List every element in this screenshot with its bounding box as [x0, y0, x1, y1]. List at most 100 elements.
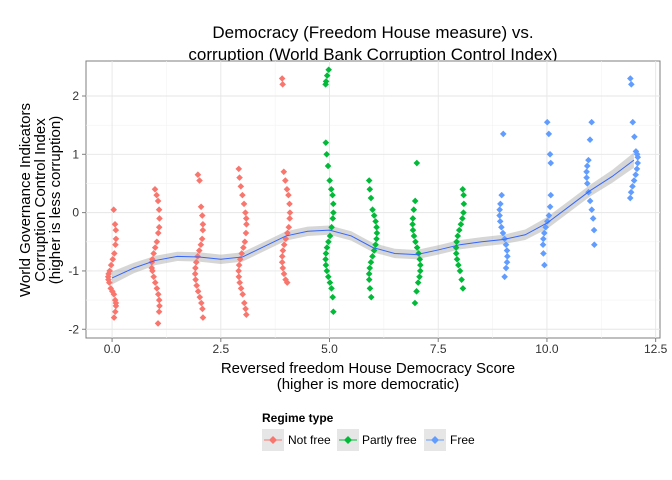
data-point	[285, 191, 292, 199]
data-point	[191, 270, 199, 278]
smooth-line	[111, 159, 635, 279]
legend-item-not-free[interactable]: Not free	[262, 429, 331, 451]
data-point	[235, 273, 243, 281]
data-point	[325, 238, 332, 246]
legend-item-partly-free[interactable]: Partly free	[337, 429, 417, 451]
data-point	[237, 285, 245, 292]
data-point	[455, 226, 463, 234]
data-point	[373, 229, 381, 237]
data-point	[496, 206, 503, 214]
data-point	[365, 276, 373, 283]
data-point	[239, 191, 246, 199]
data-point	[626, 194, 634, 202]
legend-item-free[interactable]: Free	[424, 429, 475, 451]
data-point	[192, 258, 200, 266]
data-point	[459, 185, 467, 193]
data-point	[460, 200, 468, 208]
data-point	[634, 159, 641, 167]
data-point	[542, 223, 550, 231]
data-point	[327, 185, 335, 193]
data-point	[112, 302, 120, 310]
data-point	[586, 197, 594, 205]
data-point	[588, 118, 595, 126]
data-point	[155, 308, 163, 316]
data-point	[322, 139, 330, 146]
data-point	[107, 261, 115, 269]
data-point	[414, 279, 422, 286]
data-point	[240, 299, 248, 307]
x-axis-label: Reversed freedom House Democracy Score (…	[221, 360, 515, 393]
data-point	[192, 264, 199, 272]
data-point	[365, 270, 373, 278]
data-point	[279, 247, 287, 254]
y-axis-label: World Governance Indicators Corruption C…	[17, 103, 64, 297]
data-point	[585, 156, 592, 164]
data-point	[106, 267, 113, 275]
y-axis-label-line-3: (higher is less corruption)	[47, 116, 64, 284]
legend: Regime type Not free Partly free Free	[262, 411, 475, 451]
data-point	[240, 244, 247, 251]
y-axis-ticks: -2 -1 0 1 2	[68, 89, 86, 336]
data-point	[242, 209, 249, 216]
data-point	[366, 185, 374, 193]
legend-title: Regime type	[262, 411, 334, 425]
data-point	[235, 261, 243, 269]
data-point	[455, 261, 462, 269]
data-point	[150, 250, 157, 257]
data-point	[501, 273, 508, 281]
data-point	[497, 200, 504, 208]
data-point	[540, 250, 547, 257]
data-point	[545, 130, 553, 138]
data-point	[239, 290, 246, 298]
data-point	[194, 253, 201, 260]
data-point	[584, 180, 591, 187]
data-point	[590, 226, 598, 234]
data-point	[373, 235, 380, 243]
data-point	[373, 223, 380, 231]
data-point	[328, 285, 335, 292]
data-point	[627, 75, 634, 82]
data-point	[236, 279, 244, 286]
data-point	[148, 264, 156, 272]
data-point	[194, 288, 202, 295]
x-tick-label: 7.5	[430, 342, 447, 356]
data-point	[199, 314, 207, 321]
data-point	[154, 197, 162, 205]
data-point	[369, 206, 376, 214]
data-point	[285, 223, 293, 231]
data-point	[546, 203, 554, 211]
data-point	[329, 293, 337, 301]
data-point	[326, 232, 334, 240]
data-point	[322, 261, 330, 269]
data-point	[324, 162, 332, 170]
data-point	[240, 200, 248, 208]
y-tick-label: -2	[68, 322, 79, 336]
data-point	[547, 191, 555, 199]
data-point	[241, 238, 249, 246]
data-point	[156, 215, 163, 222]
data-point	[544, 218, 551, 225]
data-point	[198, 299, 205, 307]
data-point	[111, 308, 119, 316]
data-point	[237, 183, 245, 190]
data-point	[236, 174, 243, 181]
data-point	[631, 133, 638, 141]
data-point	[323, 72, 331, 79]
data-point	[235, 267, 242, 275]
data-point	[413, 244, 421, 251]
y-tick-label: 2	[72, 89, 79, 103]
x-tick-label: 10.0	[535, 342, 559, 356]
data-point	[629, 183, 636, 190]
data-point	[496, 218, 504, 225]
x-axis-label-line-2: (higher is more democratic)	[277, 376, 460, 393]
data-point	[198, 235, 206, 243]
data-point	[328, 223, 335, 231]
data-point	[499, 229, 507, 237]
data-point	[370, 247, 378, 254]
grid-major	[86, 61, 660, 338]
data-point	[588, 206, 596, 214]
x-tick-label: 2.5	[212, 342, 229, 356]
data-point	[329, 191, 336, 199]
data-point	[411, 197, 419, 205]
